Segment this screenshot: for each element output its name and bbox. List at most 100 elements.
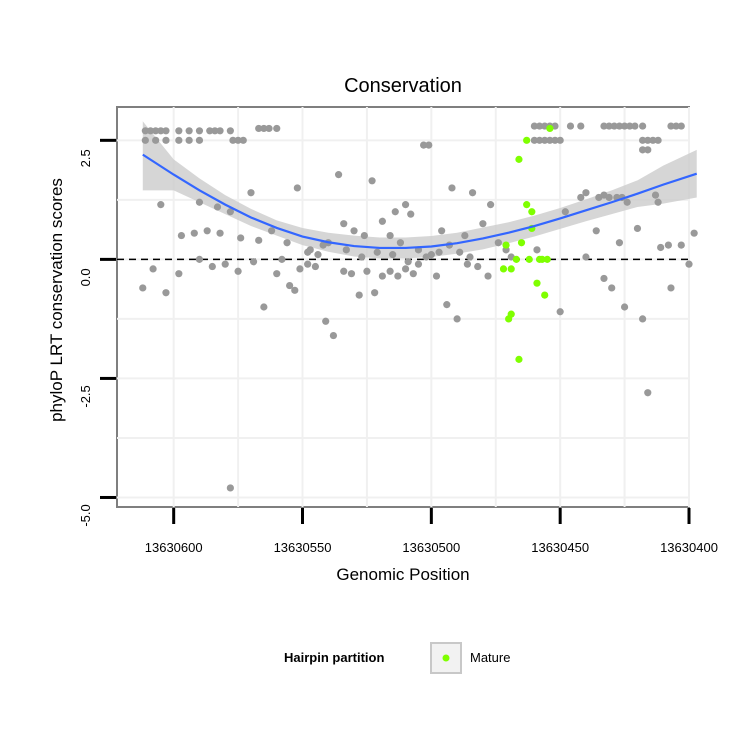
- data-point: [311, 262, 319, 271]
- y-tick-label: -5.0: [78, 504, 93, 526]
- data-point: [368, 177, 376, 185]
- x-tick-label: 13630400: [660, 540, 718, 555]
- data-point: [291, 286, 299, 294]
- confidence-band-layer: [142, 121, 697, 259]
- data-point: [216, 229, 224, 237]
- data-point-mature: [525, 255, 533, 263]
- legend-title: Hairpin partition: [284, 650, 384, 665]
- data-point: [278, 255, 286, 263]
- data-point: [213, 203, 222, 211]
- data-point: [615, 122, 624, 130]
- data-point: [456, 248, 464, 256]
- data-point: [556, 136, 564, 144]
- data-point: [273, 270, 281, 278]
- data-point: [626, 122, 634, 130]
- data-point: [195, 136, 204, 144]
- data-point: [391, 208, 399, 216]
- data-point: [139, 284, 147, 292]
- confidence-band: [142, 121, 697, 259]
- data-point: [401, 201, 410, 209]
- data-point: [623, 198, 631, 206]
- data-point: [533, 246, 541, 254]
- data-point: [296, 265, 304, 273]
- data-point: [600, 122, 608, 130]
- data-point: [474, 262, 482, 271]
- data-point: [414, 260, 423, 268]
- data-point: [556, 308, 564, 316]
- data-point: [651, 191, 660, 199]
- data-point: [468, 189, 477, 197]
- data-point: [229, 136, 237, 144]
- data-point: [535, 136, 544, 144]
- data-point: [185, 136, 193, 144]
- data-point: [401, 265, 410, 273]
- data-point: [484, 272, 492, 280]
- data-point: [677, 122, 685, 130]
- data-point: [175, 127, 183, 135]
- data-point: [389, 251, 397, 259]
- data-point: [141, 127, 149, 135]
- data-point: [293, 184, 301, 192]
- data-point: [162, 289, 170, 297]
- data-point: [620, 303, 629, 311]
- data-point: [644, 136, 652, 144]
- data-point: [546, 136, 554, 144]
- data-point: [443, 301, 451, 309]
- data-point: [396, 239, 405, 247]
- x-axis-title: Genomic Position: [336, 565, 469, 584]
- data-point: [631, 122, 639, 130]
- data-point: [677, 241, 685, 249]
- data-point: [226, 484, 234, 492]
- data-point: [541, 136, 549, 144]
- data-point: [610, 122, 618, 130]
- data-point: [286, 281, 294, 290]
- data-point-mature: [541, 291, 549, 299]
- data-point-mature: [515, 355, 523, 363]
- data-point: [649, 136, 657, 144]
- data-point: [667, 122, 675, 130]
- data-point: [304, 260, 312, 268]
- data-point-mature: [512, 255, 520, 263]
- data-point: [226, 127, 234, 135]
- data-point-mature: [505, 315, 513, 323]
- data-point: [208, 262, 216, 271]
- y-tick-label: -2.5: [78, 385, 93, 407]
- data-point: [620, 122, 629, 130]
- data-point: [639, 136, 647, 144]
- data-point: [425, 141, 433, 149]
- data-point: [561, 208, 569, 216]
- data-point: [654, 136, 662, 144]
- data-point: [306, 246, 314, 254]
- data-point: [600, 274, 608, 283]
- data-point: [487, 201, 495, 209]
- data-point: [463, 260, 472, 268]
- data-point-mature: [543, 255, 551, 263]
- data-point: [378, 272, 386, 280]
- data-point: [255, 124, 263, 133]
- legend: Hairpin partition Mature: [284, 642, 510, 674]
- data-point-mature: [502, 241, 510, 249]
- data-point: [448, 184, 456, 192]
- data-point: [195, 255, 204, 263]
- data-point: [422, 253, 430, 261]
- data-point: [146, 127, 155, 135]
- data-point: [592, 227, 600, 235]
- data-point: [432, 272, 441, 280]
- data-point: [407, 210, 415, 218]
- data-point: [360, 231, 368, 240]
- data-point: [195, 198, 204, 206]
- data-point: [373, 248, 381, 256]
- data-point: [530, 136, 539, 144]
- data-point-mature: [533, 279, 541, 287]
- data-point: [273, 124, 281, 133]
- data-point: [577, 193, 585, 202]
- data-point: [605, 122, 613, 130]
- data-point: [371, 289, 379, 297]
- data-point: [314, 251, 322, 259]
- data-point: [535, 122, 544, 130]
- data-point: [340, 267, 348, 275]
- data-point-mature: [507, 265, 515, 273]
- chart-title: Conservation: [344, 75, 462, 97]
- data-point: [221, 260, 229, 268]
